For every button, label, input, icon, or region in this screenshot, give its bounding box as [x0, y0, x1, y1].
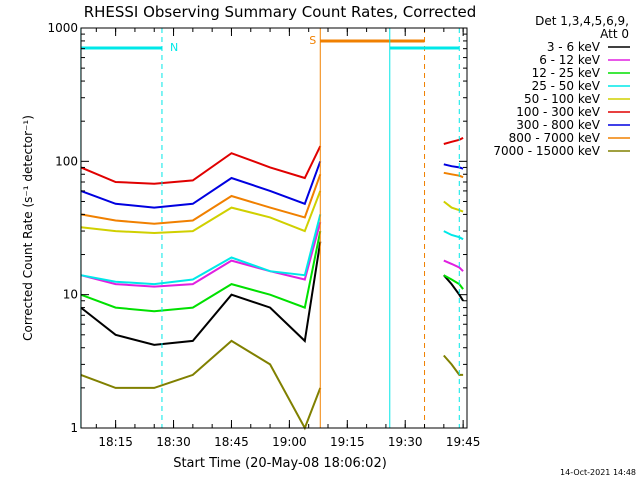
y-tick-label: 100 [55, 154, 78, 168]
series-line [80, 214, 322, 286]
annotation-label: S [309, 34, 316, 47]
x-tick-label: 19:00 [272, 435, 307, 449]
x-tick-label: 18:45 [214, 435, 249, 449]
series-line [443, 163, 464, 170]
series-line [80, 173, 322, 225]
y-axis: 1 10 100 1000 [47, 21, 467, 435]
series-line [443, 274, 464, 290]
legend-header: Det 1,3,4,5,6,9, [535, 14, 629, 28]
series-line [443, 354, 464, 376]
x-axis: 18:15 18:30 18:45 19:00 19:15 19:30 19:45 [95, 28, 481, 449]
series-line [80, 190, 322, 235]
chart-title: RHESSI Observing Summary Count Rates, Co… [84, 3, 477, 21]
series-line [443, 274, 464, 302]
series-line [443, 200, 464, 213]
legend-entry-label: 100 - 300 keV [516, 105, 600, 119]
series-line [443, 259, 464, 272]
series-line [443, 230, 464, 241]
series-line [80, 221, 322, 288]
series-line [80, 230, 322, 313]
legend-entry-label: 800 - 7000 keV [509, 131, 601, 145]
plot-area [80, 137, 464, 431]
x-tick-label: 19:45 [446, 435, 481, 449]
y-axis-label: Corrected Count Rate (s⁻¹ detector⁻¹) [21, 115, 35, 341]
legend-header: Att 0 [600, 27, 629, 41]
x-tick-label: 18:15 [98, 435, 133, 449]
annotation-group: NS [80, 28, 460, 428]
legend-entry-label: 6 - 12 keV [539, 53, 601, 67]
footer-date: 14-Oct-2021 14:48 [560, 468, 636, 477]
x-tick-label: 19:15 [330, 435, 365, 449]
series-line [80, 160, 322, 209]
x-tick-label: 19:30 [388, 435, 423, 449]
series-line [443, 171, 464, 179]
y-tick-label: 10 [63, 288, 78, 302]
series-line [80, 241, 322, 346]
y-tick-label: 1000 [47, 21, 78, 35]
legend-entry-label: 50 - 100 keV [524, 92, 601, 106]
x-tick-label: 18:30 [156, 435, 191, 449]
series-line [443, 137, 464, 145]
legend-entry-label: 3 - 6 keV [547, 40, 601, 54]
plot-frame [80, 27, 468, 429]
x-axis-label: Start Time (20-May-08 18:06:02) [173, 456, 387, 471]
legend-entry-label: 300 - 800 keV [516, 118, 600, 132]
legend-entry-label: 25 - 50 keV [532, 79, 601, 93]
legend-entry-label: 12 - 25 keV [532, 66, 601, 80]
annotation-label: N [170, 41, 178, 54]
series-line [80, 145, 322, 185]
y-tick-label: 1 [70, 421, 78, 435]
series-line [80, 339, 322, 431]
legend-entry-label: 7000 - 15000 keV [493, 144, 600, 158]
